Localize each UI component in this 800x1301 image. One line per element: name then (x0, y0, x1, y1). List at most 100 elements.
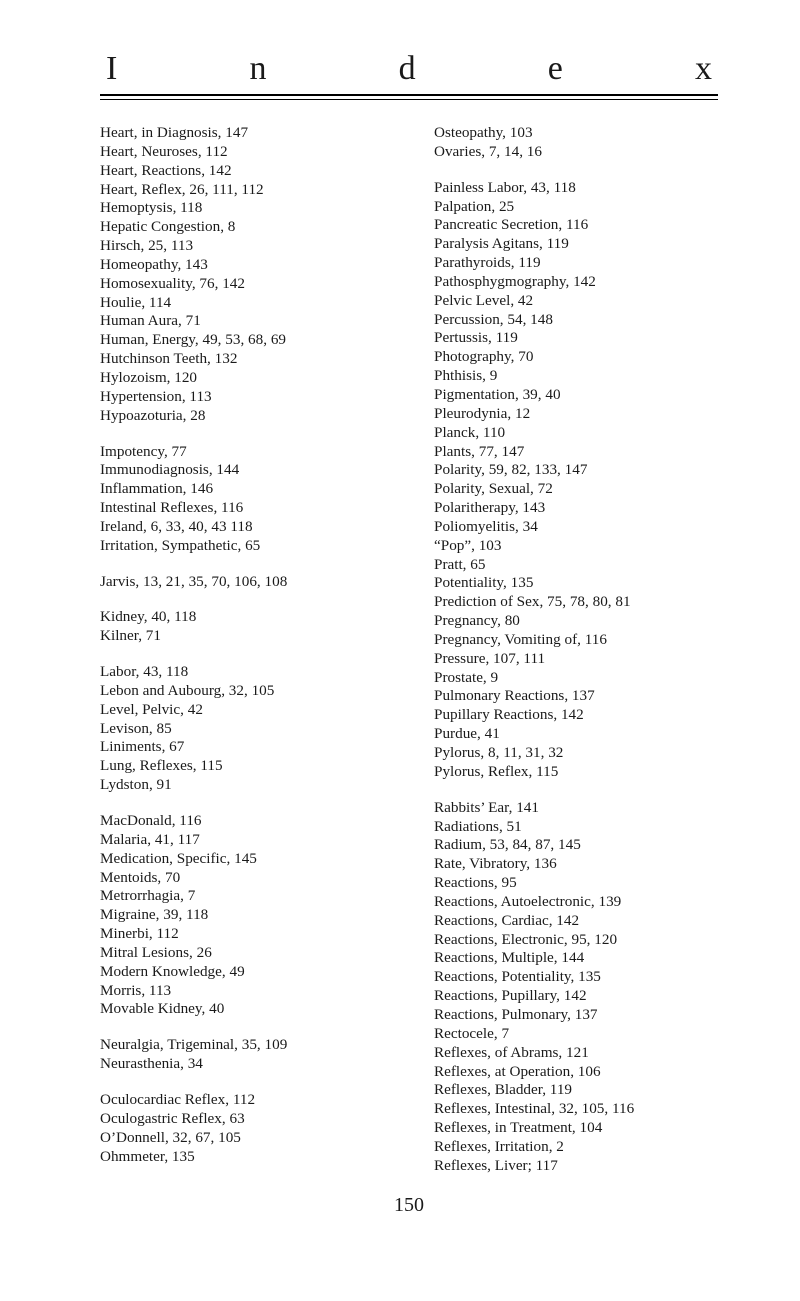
group-gap (100, 1074, 384, 1091)
index-entry: Levison, 85 (100, 720, 384, 739)
index-entry: Reflexes, of Abrams, 121 (434, 1044, 718, 1063)
index-entry: Heart, Reflex, 26, 111, 112 (100, 181, 384, 200)
index-entry: Reactions, Pulmonary, 137 (434, 1006, 718, 1025)
index-entry: Reflexes, Liver; 117 (434, 1157, 718, 1176)
index-entry: Pylorus, 8, 11, 31, 32 (434, 744, 718, 763)
group-gap (100, 591, 384, 608)
index-entry: Potentiality, 135 (434, 574, 718, 593)
index-entry: Labor, 43, 118 (100, 663, 384, 682)
index-entry: Kilner, 71 (100, 627, 384, 646)
index-entry: Human, Energy, 49, 53, 68, 69 (100, 331, 384, 350)
rule-bottom (100, 99, 718, 100)
index-entry: Pregnancy, 80 (434, 612, 718, 631)
index-entry: Pylorus, Reflex, 115 (434, 763, 718, 782)
index-entry: MacDonald, 116 (100, 812, 384, 831)
index-entry: Mitral Lesions, 26 (100, 944, 384, 963)
index-entry: Pleurodynia, 12 (434, 405, 718, 424)
index-entry: Movable Kidney, 40 (100, 1000, 384, 1019)
index-entry: Paralysis Agitans, 119 (434, 235, 718, 254)
group-gap (100, 1019, 384, 1036)
index-entry: Purdue, 41 (434, 725, 718, 744)
page-number: 150 (100, 1194, 718, 1217)
index-entry: Medication, Specific, 145 (100, 850, 384, 869)
page-title: I n d e x (100, 50, 718, 90)
title-letter: e (548, 50, 563, 88)
index-entry: Human Aura, 71 (100, 312, 384, 331)
index-entry: Pancreatic Secretion, 116 (434, 216, 718, 235)
index-columns: Heart, in Diagnosis, 147Heart, Neuroses,… (100, 124, 718, 1176)
index-entry: Polarity, Sexual, 72 (434, 480, 718, 499)
index-entry: Reflexes, in Treatment, 104 (434, 1119, 718, 1138)
index-entry: Reactions, Multiple, 144 (434, 949, 718, 968)
index-entry: Oculocardiac Reflex, 112 (100, 1091, 384, 1110)
index-entry: Pratt, 65 (434, 556, 718, 575)
index-entry: Reactions, Electronic, 95, 120 (434, 931, 718, 950)
index-entry: Parathyroids, 119 (434, 254, 718, 273)
index-entry: Lydston, 91 (100, 776, 384, 795)
index-entry: Reactions, 95 (434, 874, 718, 893)
index-entry: Pelvic Level, 42 (434, 292, 718, 311)
index-entry: Heart, Reactions, 142 (100, 162, 384, 181)
index-entry: Pigmentation, 39, 40 (434, 386, 718, 405)
index-entry: Hutchinson Teeth, 132 (100, 350, 384, 369)
index-entry: Inflammation, 146 (100, 480, 384, 499)
index-entry: Percussion, 54, 148 (434, 311, 718, 330)
index-entry: Morris, 113 (100, 982, 384, 1001)
index-entry: Migraine, 39, 118 (100, 906, 384, 925)
index-entry: Malaria, 41, 117 (100, 831, 384, 850)
group-gap (100, 795, 384, 812)
index-entry: Pressure, 107, 111 (434, 650, 718, 669)
index-entry: Immunodiagnosis, 144 (100, 461, 384, 480)
index-entry: Impotency, 77 (100, 443, 384, 462)
group-gap (100, 646, 384, 663)
index-entry: Polarity, 59, 82, 133, 147 (434, 461, 718, 480)
index-entry: Plants, 77, 147 (434, 443, 718, 462)
group-gap (100, 556, 384, 573)
index-entry: Heart, Neuroses, 112 (100, 143, 384, 162)
index-entry: Reflexes, Intestinal, 32, 105, 116 (434, 1100, 718, 1119)
index-page: I n d e x Heart, in Diagnosis, 147Heart,… (0, 0, 800, 1301)
rule-top (100, 94, 718, 96)
title-letter: d (399, 50, 416, 88)
title-letter: n (249, 50, 266, 88)
index-entry: Pertussis, 119 (434, 329, 718, 348)
index-entry: Neurasthenia, 34 (100, 1055, 384, 1074)
group-gap (434, 782, 718, 799)
index-entry: Reactions, Pupillary, 142 (434, 987, 718, 1006)
index-entry: Lebon and Aubourg, 32, 105 (100, 682, 384, 701)
index-entry: Reactions, Potentiality, 135 (434, 968, 718, 987)
index-entry: Neuralgia, Trigeminal, 35, 109 (100, 1036, 384, 1055)
index-entry: Mentoids, 70 (100, 869, 384, 888)
index-entry: Pupillary Reactions, 142 (434, 706, 718, 725)
index-entry: Planck, 110 (434, 424, 718, 443)
index-entry: Liniments, 67 (100, 738, 384, 757)
index-entry: Pregnancy, Vomiting of, 116 (434, 631, 718, 650)
index-entry: “Pop”, 103 (434, 537, 718, 556)
index-entry: Pathosphygmography, 142 (434, 273, 718, 292)
index-entry: Poliomyelitis, 34 (434, 518, 718, 537)
index-entry: Radium, 53, 84, 87, 145 (434, 836, 718, 855)
index-entry: Heart, in Diagnosis, 147 (100, 124, 384, 143)
index-entry: Radiations, 51 (434, 818, 718, 837)
index-entry: Modern Knowledge, 49 (100, 963, 384, 982)
index-entry: Painless Labor, 43, 118 (434, 179, 718, 198)
index-entry: Irritation, Sympathetic, 65 (100, 537, 384, 556)
index-entry: Hypoazoturia, 28 (100, 407, 384, 426)
index-entry: Rabbits’ Ear, 141 (434, 799, 718, 818)
index-entry: Level, Pelvic, 42 (100, 701, 384, 720)
index-entry: Ohmmeter, 135 (100, 1148, 384, 1167)
index-entry: Homeopathy, 143 (100, 256, 384, 275)
index-entry: Phthisis, 9 (434, 367, 718, 386)
index-entry: Ovaries, 7, 14, 16 (434, 143, 718, 162)
index-entry: Hirsch, 25, 113 (100, 237, 384, 256)
index-entry: Photography, 70 (434, 348, 718, 367)
index-entry: Polaritherapy, 143 (434, 499, 718, 518)
index-entry: Palpation, 25 (434, 198, 718, 217)
index-entry: Intestinal Reflexes, 116 (100, 499, 384, 518)
index-entry: Prostate, 9 (434, 669, 718, 688)
index-entry: Ireland, 6, 33, 40, 43 118 (100, 518, 384, 537)
index-entry: Reflexes, at Operation, 106 (434, 1063, 718, 1082)
index-entry: Osteopathy, 103 (434, 124, 718, 143)
index-entry: Reactions, Autoelectronic, 139 (434, 893, 718, 912)
index-entry: Lung, Reflexes, 115 (100, 757, 384, 776)
